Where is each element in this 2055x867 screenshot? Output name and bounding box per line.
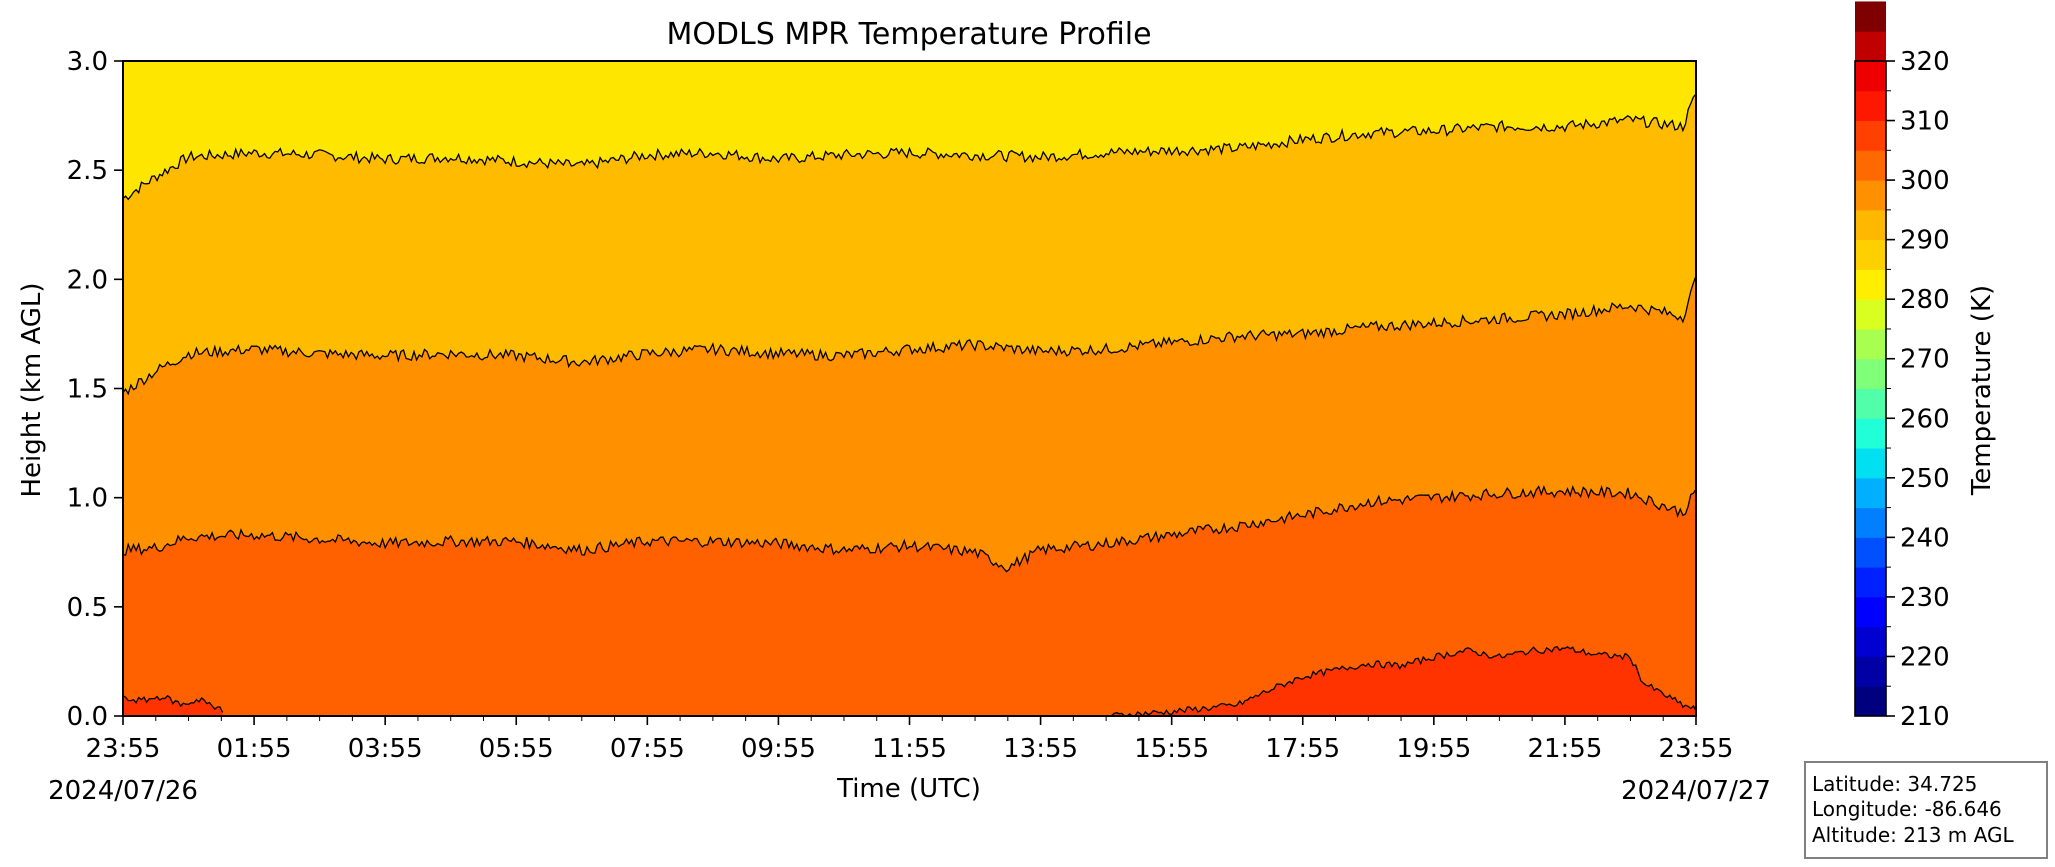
colorbar-swatch	[1855, 209, 1886, 241]
y-tick-label: 1.5	[67, 375, 108, 405]
x-tick-label: 13:55	[1003, 734, 1078, 764]
x-tick-label: 23:55	[86, 734, 161, 764]
y-tick-label: 1.0	[67, 484, 108, 514]
x-tick-label: 21:55	[1527, 734, 1602, 764]
x-tick-label: 23:55	[1659, 734, 1734, 764]
x-tick-label: 09:55	[741, 734, 816, 764]
end-date-label: 2024/07/27	[1621, 776, 1771, 806]
y-tick-label: 2.5	[67, 156, 108, 186]
x-axis: 23:55 01:55 03:55 05:55 07:55 09:55 11:55 13:55…	[86, 716, 1734, 764]
colorbar-swatch	[1855, 537, 1886, 568]
colorbar-swatch	[1855, 626, 1886, 657]
colorbar-tick-label: 230	[1900, 583, 1950, 613]
x-tick-label: 07:55	[610, 734, 685, 764]
y-tick-label: 0.0	[67, 702, 108, 732]
colorbar-swatch	[1855, 90, 1886, 122]
contour-line-middle	[122, 275, 1697, 396]
colorbar-swatch	[1855, 686, 1886, 717]
y-tick-label: 2.0	[67, 265, 108, 295]
x-tick-label: 17:55	[1265, 734, 1340, 764]
colorbar-tick-label: 220	[1900, 642, 1950, 672]
x-tick-label: 15:55	[1134, 734, 1209, 764]
contour-line-warm-core	[1106, 645, 1697, 718]
colorbar-swatch	[1855, 358, 1886, 389]
colorbar-tick-label: 280	[1900, 285, 1950, 315]
band-warm-core	[1106, 646, 1696, 716]
colorbar-swatch	[1855, 328, 1886, 360]
colorbar-swatch	[1855, 656, 1886, 687]
x-tick-label: 03:55	[348, 734, 423, 764]
colorbar-tick-label: 250	[1900, 464, 1950, 494]
colorbar: 210 220 230 240 250 260 270 280 290 300 310 320	[1854, 1, 1950, 732]
y-tick-label: 3.0	[67, 47, 108, 77]
colorbar-tick-label: 260	[1900, 404, 1950, 434]
colorbar-tick-label: 290	[1900, 226, 1950, 256]
plot-area	[122, 60, 1697, 718]
colorbar-swatch	[1855, 596, 1886, 628]
x-tick-label: 11:55	[872, 734, 947, 764]
band-lower	[123, 486, 1696, 716]
contour-line-upper	[122, 93, 1697, 201]
colorbar-tick-label: 210	[1900, 702, 1950, 732]
start-date-label: 2024/07/26	[48, 776, 198, 806]
x-tick-label: 19:55	[1396, 734, 1471, 764]
colorbar-tick-label: 240	[1900, 523, 1950, 553]
colorbar-swatch	[1855, 269, 1886, 300]
colorbar-swatch	[1855, 477, 1886, 509]
colorbar-swatch	[1855, 120, 1886, 151]
y-tick-label: 0.5	[67, 593, 108, 623]
colorbar-label: Temperature (K)	[1967, 285, 1997, 496]
colorbar-swatch	[1855, 239, 1886, 270]
contour-line-lower	[122, 484, 1697, 573]
contour-line-early-warm	[122, 694, 224, 713]
colorbar-swatch	[1855, 448, 1886, 479]
station-info-box: Latitude: 34.725 Longitude: -86.646 Alti…	[1804, 761, 2048, 859]
colorbar-swatch	[1855, 180, 1886, 211]
colorbar-swatch	[1855, 31, 1886, 62]
colorbar-swatch	[1855, 567, 1886, 598]
x-tick-label: 01:55	[217, 734, 292, 764]
chart-title: MODLS MPR Temperature Profile	[666, 17, 1151, 52]
colorbar-swatch	[1855, 150, 1886, 181]
colorbar-swatch	[1855, 418, 1886, 449]
x-axis-label: Time (UTC)	[836, 774, 981, 804]
colorbar-swatch	[1855, 507, 1886, 538]
longitude-text: Longitude: -86.646	[1812, 797, 2002, 821]
colorbar-tick-label: 320	[1900, 47, 1950, 77]
latitude-text: Latitude: 34.725	[1812, 772, 1977, 796]
y-axis-label: Height (km AGL)	[17, 282, 47, 497]
colorbar-swatch	[1855, 61, 1886, 92]
colorbar-swatch	[1855, 299, 1886, 330]
colorbar-swatch	[1855, 1, 1886, 32]
y-axis: 0.0 0.5 1.0 1.5 2.0 2.5 3.0	[67, 47, 123, 732]
colorbar-swatch	[1855, 388, 1886, 419]
x-tick-label: 05:55	[479, 734, 554, 764]
colorbar-tick-label: 300	[1900, 166, 1950, 196]
altitude-text: Altitude: 213 m AGL	[1812, 823, 2014, 847]
colorbar-tick-label: 270	[1900, 345, 1950, 375]
colorbar-tick-label: 310	[1900, 107, 1950, 137]
